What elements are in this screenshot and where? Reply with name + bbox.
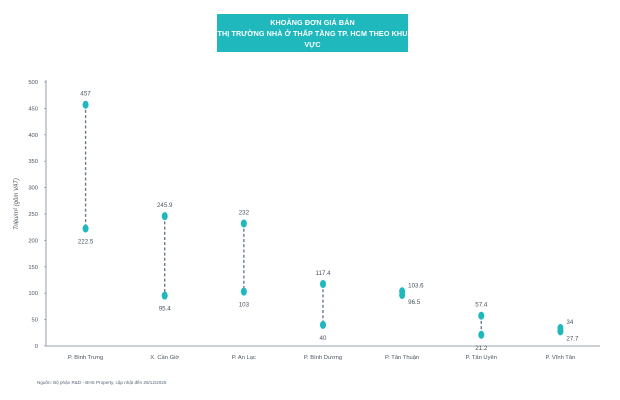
low-point bbox=[161, 291, 168, 300]
y-tick-label: 100 bbox=[28, 291, 38, 297]
x-tick-label: X. Cần Giờ bbox=[150, 355, 179, 361]
low-point bbox=[82, 224, 89, 233]
high-value-label: 457 bbox=[80, 91, 91, 98]
low-point bbox=[320, 320, 326, 329]
low-point bbox=[240, 287, 247, 296]
source-note: Nguồn: Bộ phận R&D - BHS Property, cập n… bbox=[37, 380, 167, 385]
high-value-label: 232 bbox=[239, 210, 250, 217]
high-value-label: 103.6 bbox=[408, 282, 424, 289]
low-value-label: 40 bbox=[320, 335, 327, 342]
y-tick-label: 200 bbox=[28, 238, 38, 244]
y-tick-label: 50 bbox=[32, 318, 38, 324]
y-axis-title: Triệu/m² (gồm VAT) bbox=[14, 178, 20, 230]
x-tick-label: P. Bình Trưng bbox=[68, 355, 103, 361]
low-point bbox=[399, 291, 406, 300]
high-value-label: 57.4 bbox=[475, 302, 488, 309]
x-tick-label: P. Bình Dương bbox=[304, 355, 342, 361]
low-value-label: 27.7 bbox=[566, 335, 579, 342]
y-tick-label: 400 bbox=[28, 133, 38, 139]
y-tick-label: 500 bbox=[28, 80, 38, 86]
x-tick-label: P. Tân Uyên bbox=[466, 355, 497, 361]
low-value-label: 95.4 bbox=[159, 306, 172, 313]
x-tick-label: P. An Lạc bbox=[232, 355, 256, 361]
high-value-label: 34 bbox=[566, 319, 573, 326]
y-tick-label: 0 bbox=[35, 344, 38, 350]
chart-title-box: KHOẢNG ĐƠN GIÁ BÁN THỊ TRƯỜNG NHÀ Ở THẤP… bbox=[217, 14, 408, 52]
y-tick-label: 350 bbox=[28, 159, 38, 165]
low-point bbox=[478, 330, 485, 339]
high-point bbox=[240, 219, 247, 228]
x-tick-label: P. Vĩnh Tân bbox=[546, 355, 576, 361]
high-value-label: 117.4 bbox=[315, 270, 331, 277]
low-value-label: 96.5 bbox=[408, 299, 421, 306]
high-point bbox=[161, 212, 168, 221]
high-point bbox=[320, 280, 326, 289]
low-value-label: 21.2 bbox=[475, 345, 488, 352]
y-tick-label: 150 bbox=[28, 265, 38, 271]
y-tick-label: 250 bbox=[28, 212, 38, 218]
chart-subtitle: THỊ TRƯỜNG NHÀ Ở THẤP TẦNG TP. HCM THEO … bbox=[217, 28, 408, 49]
low-value-label: 103 bbox=[239, 302, 250, 309]
high-value-label: 245.9 bbox=[157, 202, 173, 209]
chart-title: KHOẢNG ĐƠN GIÁ BÁN bbox=[270, 17, 355, 27]
high-point bbox=[478, 311, 485, 320]
high-point bbox=[82, 100, 89, 109]
low-point bbox=[557, 327, 564, 336]
x-tick-label: P. Tân Thuận bbox=[385, 355, 419, 361]
y-tick-label: 450 bbox=[28, 106, 38, 112]
low-value-label: 222.5 bbox=[78, 239, 94, 246]
y-tick-label: 300 bbox=[28, 186, 38, 192]
